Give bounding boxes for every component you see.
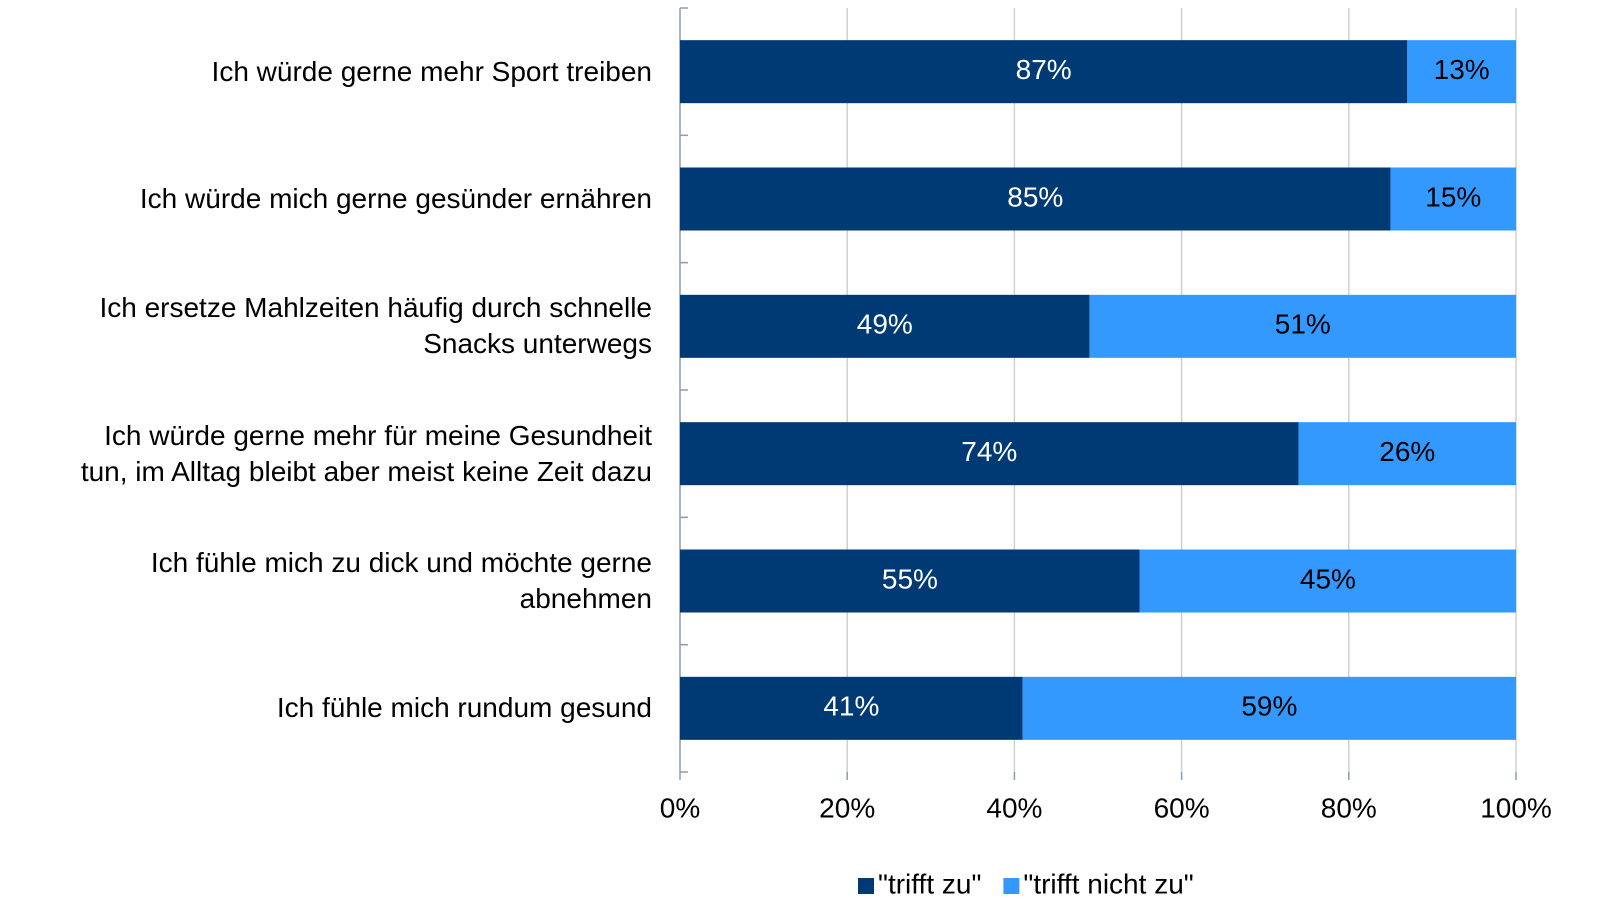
data-label: 74% — [961, 436, 1017, 467]
legend-swatch — [1003, 878, 1020, 894]
bar-segment — [1022, 676, 1516, 740]
category-label: Ich fühle mich zu dick und möchte gerne … — [150, 547, 652, 614]
category-label: Ich würde gerne mehr für meine Gesundhei… — [80, 419, 652, 487]
data-label: 85% — [1007, 181, 1063, 212]
data-label: 87% — [1016, 54, 1072, 85]
x-tick-label: 100% — [1480, 792, 1552, 823]
legend-label: "trifft nicht zu" — [1023, 868, 1193, 899]
data-label: 51% — [1275, 309, 1331, 340]
x-tick-label: 80% — [1321, 792, 1377, 823]
data-label: 59% — [1241, 691, 1297, 722]
data-label: 55% — [882, 563, 938, 594]
x-tick-label: 40% — [986, 792, 1042, 823]
bar-segment — [1390, 167, 1516, 231]
legend-label: "trifft zu" — [878, 868, 981, 899]
data-label: 49% — [857, 309, 913, 340]
legend-swatch — [858, 878, 874, 894]
category-label: Ich ersetze Mahlzeiten häufig durch schn… — [99, 292, 652, 360]
data-label: 15% — [1425, 181, 1481, 212]
category-label: Ich würde mich gerne gesünder ernähren — [139, 183, 652, 214]
bar-segment — [1407, 40, 1516, 104]
bar-segment — [680, 40, 1408, 104]
data-label: 45% — [1300, 563, 1356, 594]
data-label: 26% — [1379, 436, 1435, 467]
bar-segment — [680, 422, 1299, 486]
x-tick-label: 20% — [819, 792, 875, 823]
bar-segment — [680, 294, 1090, 358]
data-label: 41% — [823, 691, 879, 722]
x-tick-label: 0% — [660, 792, 700, 823]
category-label: Ich fühle mich rundum gesund — [276, 692, 652, 724]
bar-segment — [1298, 422, 1516, 486]
bar-segment — [680, 167, 1391, 231]
bar-segment — [680, 549, 1140, 613]
data-label: 13% — [1434, 54, 1490, 85]
category-label: Ich würde gerne mehr Sport treiben — [211, 55, 652, 87]
bar-segment — [680, 676, 1023, 740]
bar-segment — [1089, 294, 1516, 358]
bar-segment — [1139, 549, 1516, 613]
x-tick-label: 60% — [1154, 792, 1210, 823]
